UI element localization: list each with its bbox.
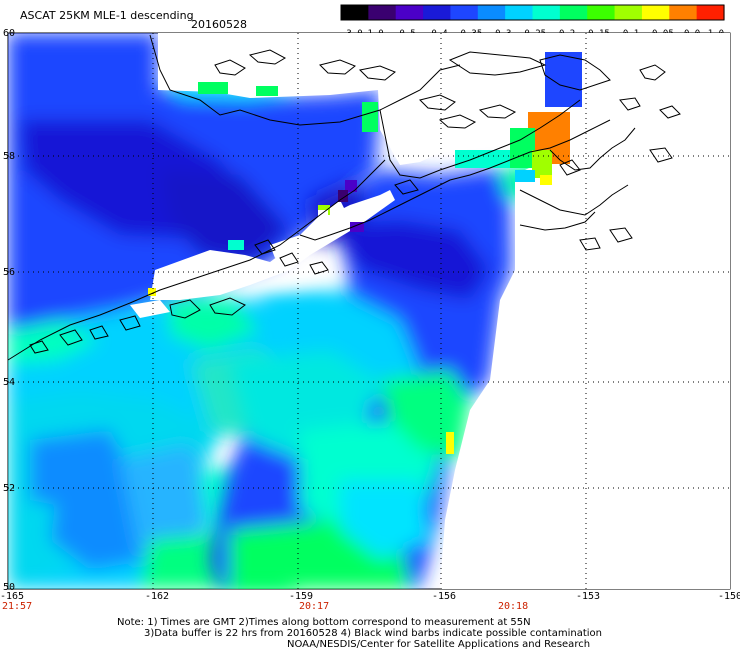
lat-label: 58	[3, 151, 15, 162]
lat-label: 52	[3, 483, 15, 494]
scatterometer-swath	[8, 33, 730, 589]
colorbar-swatch	[450, 5, 479, 20]
note-line-1: Note: 1) Times are GMT 2)Times along bot…	[117, 617, 531, 628]
note-line-3: NOAA/NESDIS/Center for Satellite Applica…	[287, 639, 590, 650]
lon-label: -153	[576, 591, 600, 602]
time-label: 21:57	[2, 601, 32, 612]
lon-label: -162	[145, 591, 169, 602]
lon-label: -156	[432, 591, 456, 602]
colorbar-swatch	[477, 5, 506, 20]
colorbar-swatch	[669, 5, 698, 20]
colorbar-swatch	[395, 5, 424, 20]
lat-label: 54	[3, 377, 15, 388]
time-label: 20:17	[299, 601, 329, 612]
lon-labels: -165 -162 -159 -156 -153 -150	[0, 591, 740, 602]
time-labels: 21:57 20:17 20:18	[2, 601, 528, 612]
lat-label: 50	[3, 582, 15, 593]
colorbar	[340, 4, 725, 21]
lat-label: 56	[3, 267, 15, 278]
lon-label: -165	[0, 591, 24, 602]
note-line-2: 3)Data buffer is 22 hrs from 20160528 4)…	[144, 628, 602, 639]
map-title: ASCAT 25KM MLE-1 descending	[20, 9, 194, 22]
colorbar-swatch	[559, 5, 588, 20]
gridlines	[8, 33, 730, 589]
lon-label: -150	[718, 591, 740, 602]
colorbar-swatch	[532, 5, 561, 20]
colorbar-swatch	[423, 5, 452, 20]
map-date: 20160528	[191, 18, 247, 31]
colorbar-swatch	[641, 5, 670, 20]
lon-label: -159	[289, 591, 313, 602]
colorbar-swatch	[587, 5, 616, 20]
lat-labels: 60 58 56 54 52 50	[3, 28, 15, 593]
colorbar-swatch	[505, 5, 534, 20]
lat-label: 60	[3, 28, 15, 39]
footnotes: Note: 1) Times are GMT 2)Times along bot…	[117, 617, 602, 650]
time-label: 20:18	[498, 601, 528, 612]
colorbar-frame	[340, 4, 725, 21]
colorbar-swatch	[696, 5, 725, 20]
colorbar-swatch	[341, 5, 369, 20]
coastlines	[7, 34, 681, 361]
colorbar-swatch	[614, 5, 643, 20]
colorbar-swatch	[368, 5, 397, 20]
